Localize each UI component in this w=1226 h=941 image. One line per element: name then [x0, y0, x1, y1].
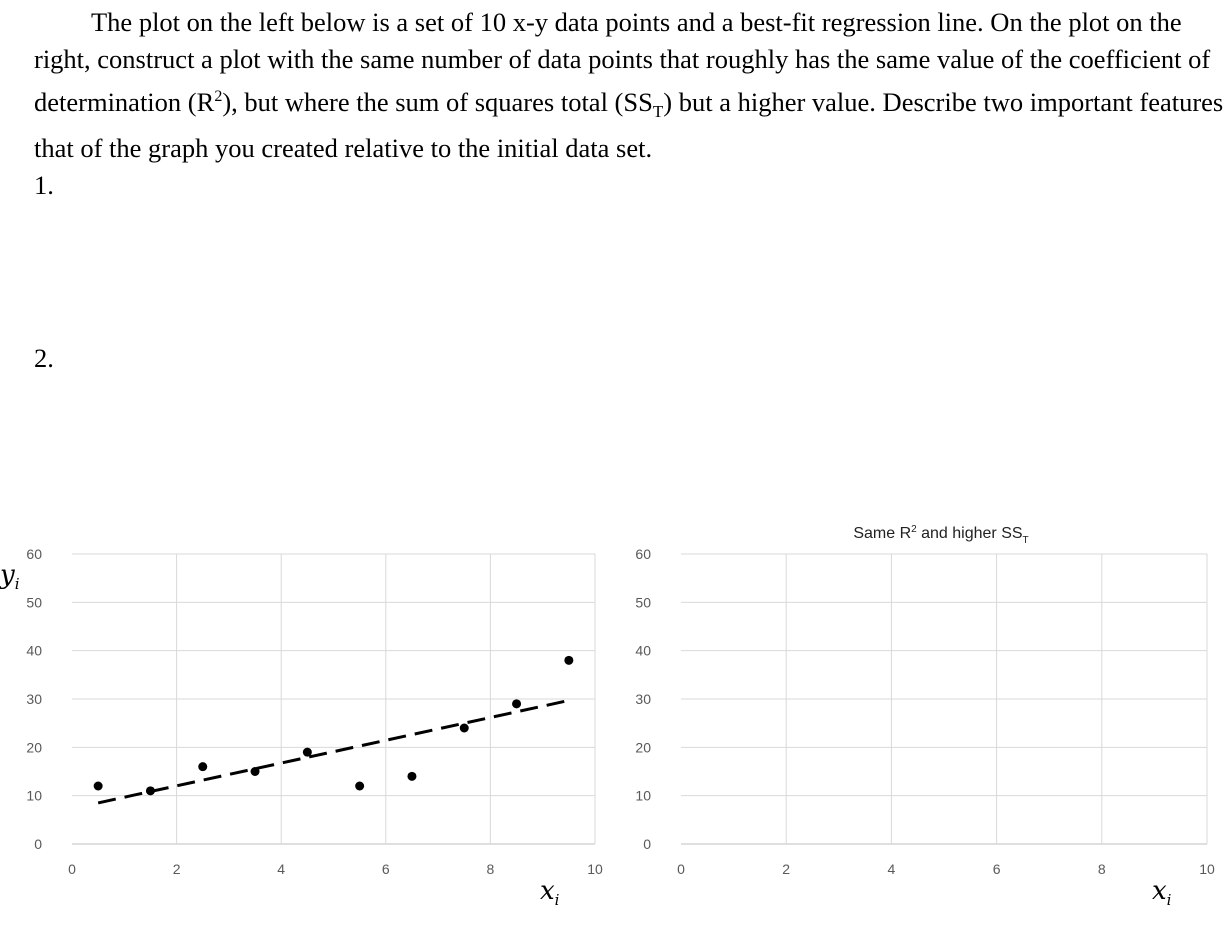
x-tick-label: 10 — [1199, 861, 1215, 877]
question-text-part: ) but a higher value. Describe two impor… — [34, 86, 1224, 164]
regression-line — [97, 698, 570, 805]
question-text-part: ), but where the sum of squares total (S… — [222, 86, 653, 117]
data-point — [407, 771, 417, 781]
y-tick-label: 40 — [26, 643, 42, 659]
data-point — [250, 767, 260, 776]
y-tick-label: 10 — [635, 788, 651, 804]
answer-item-1-label: 1. — [34, 170, 54, 200]
y-tick-label: 60 — [26, 546, 42, 562]
y-tick-label: 50 — [635, 594, 651, 610]
x-tick-label: 0 — [677, 861, 685, 877]
chart-right-title-part: Same R — [853, 525, 911, 542]
question-subscript: T — [652, 102, 664, 122]
question-text-part: The plot on the left below is a set of 1… — [34, 7, 1211, 117]
x-tick-label: 4 — [277, 861, 285, 877]
y-tick-label: 40 — [635, 643, 651, 659]
answer-item-2-label: 2. — [34, 343, 54, 373]
data-point — [93, 781, 103, 791]
x-tick-label: 10 — [587, 861, 603, 877]
x-axis-label: xi — [540, 876, 560, 909]
y-tick-label: 20 — [26, 739, 42, 755]
data-point — [512, 699, 522, 709]
y-tick-label: 10 — [26, 788, 42, 804]
data-point — [145, 786, 155, 796]
y-tick-label: 60 — [635, 546, 651, 562]
y-tick-label: 30 — [635, 691, 651, 707]
x-tick-label: 2 — [173, 861, 181, 877]
question-text: The plot on the left below is a set of 1… — [34, 4, 1224, 167]
x-tick-label: 4 — [888, 861, 896, 877]
x-tick-label: 8 — [487, 861, 495, 877]
chart-right-title: Same R2 and higher SST — [853, 524, 1028, 546]
x-tick-label: 6 — [382, 861, 390, 877]
y-tick-label: 20 — [635, 739, 651, 755]
x-tick-label: 8 — [1098, 861, 1106, 877]
x-tick-label: 2 — [782, 861, 790, 877]
y-tick-label: 30 — [26, 691, 42, 707]
chart-left: 0 10 20 30 40 50 60 0 2 4 6 8 10 xi yi — [0, 546, 603, 909]
data-point — [198, 762, 208, 772]
y-axis-label: yi — [0, 560, 20, 593]
data-point — [355, 781, 365, 791]
question-superscript: 2 — [214, 88, 223, 105]
chart-right-title-sup: 2 — [911, 524, 917, 535]
x-axis-label: xi — [1152, 876, 1172, 909]
y-tick-label: 50 — [26, 594, 42, 610]
x-tick-label: 0 — [68, 861, 76, 877]
y-tick-label: 0 — [643, 836, 651, 852]
chart-right-title-part: and higher SS — [917, 525, 1023, 542]
data-point — [302, 747, 312, 757]
chart-right-title-sub: T — [1023, 535, 1029, 546]
chart-right: 0 10 20 30 40 50 60 0 2 4 6 8 10 xi — [635, 546, 1215, 909]
data-point — [459, 723, 469, 733]
y-tick-label: 0 — [34, 836, 42, 852]
x-tick-label: 6 — [993, 861, 1001, 877]
data-point — [564, 655, 574, 665]
